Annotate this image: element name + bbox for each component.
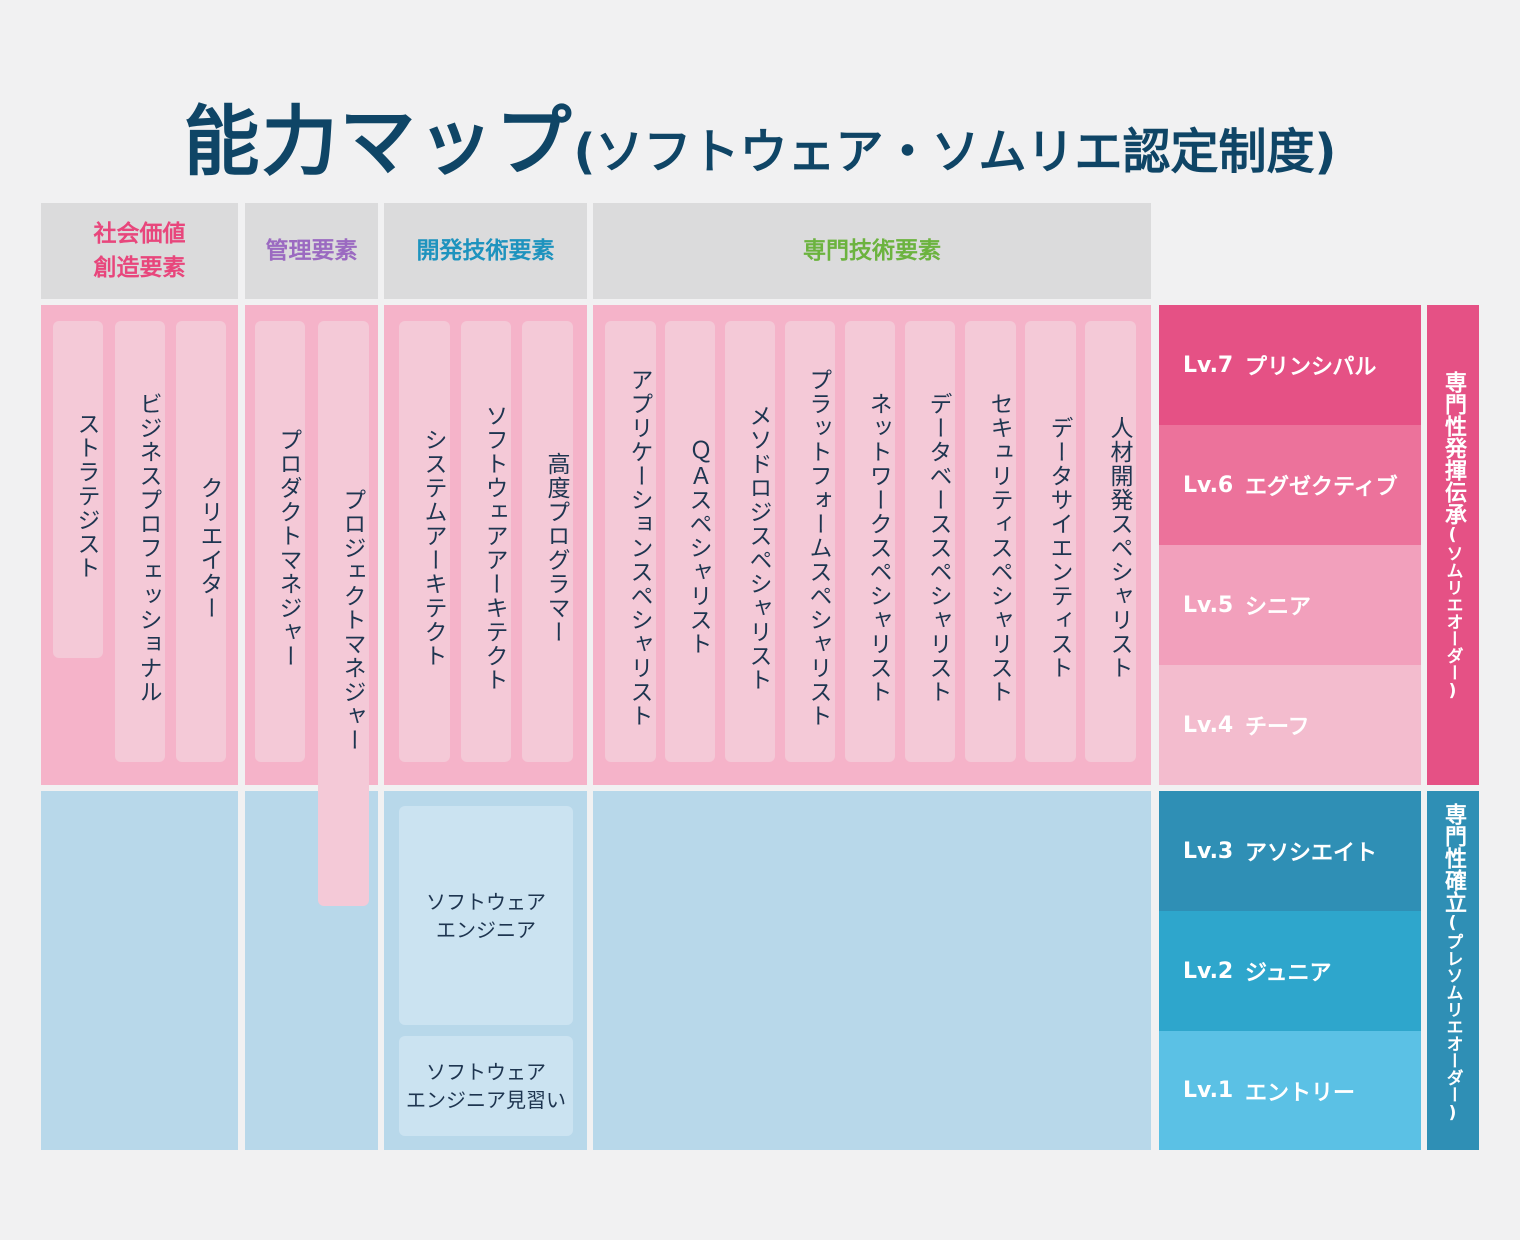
level-row-5: Lv.5 シニア [1159,545,1421,665]
level-row-2: Lv.2 ジュニア [1159,911,1421,1031]
role-card: システムアーキテクト [399,321,450,762]
role-card: 人材開発スペシャリスト [1085,321,1136,762]
group-label-upper: 専門性発揮伝承 (ソムリエオーダー) [1427,305,1479,785]
role-card: データベーススペシャリスト [905,321,955,762]
section-specialist-lower [593,791,1151,1150]
role-card: データサイエンティスト [1025,321,1076,762]
role-card: ネットワークスペシャリスト [845,321,895,762]
category-header-management: 管理要素 [245,203,378,299]
level-row-7: Lv.7 プリンシパル [1159,305,1421,425]
title-sub: (ソフトウェア・ソムリエ認定制度) [573,124,1337,180]
level-row-3: Lv.3 アソシエイト [1159,791,1421,911]
group-label-lower: 専門性確立 (プレソムリエオーダー) [1427,791,1479,1150]
section-social-lower [41,791,238,1150]
level-row-1: Lv.1 エントリー [1159,1031,1421,1150]
role-card: 高度プログラマー [522,321,573,762]
category-header-social: 社会価値 創造要素 [41,203,238,299]
role-card: クリエイター [176,321,226,762]
role-card: ソフトウェアアーキテクト [461,321,511,762]
role-card: ストラテジスト [53,321,103,658]
level-row-6: Lv.6 エグゼクティブ [1159,425,1421,545]
title-main: 能力マップ [183,97,574,186]
role-card: セキュリティスペシャリスト [965,321,1016,762]
role-card: ＱＡスペシャリスト [665,321,715,762]
role-card: アプリケーションスペシャリスト [605,321,656,762]
software-engineer-card: ソフトウェア エンジニア [399,806,573,1025]
role-card: プロジェクトマネジャー [318,321,369,906]
category-header-development: 開発技術要素 [384,203,587,299]
category-header-specialist: 専門技術要素 [593,203,1151,299]
level-row-4: Lv.4 チーフ [1159,665,1421,785]
page-title: 能力マップ(ソフトウェア・ソムリエ認定制度) [0,80,1520,190]
role-card: プロダクトマネジャー [255,321,305,762]
software-engineer-apprentice-card: ソフトウェア エンジニア見習い [399,1036,573,1136]
role-card: ビジネスプロフェッショナル [115,321,165,762]
role-card: プラットフォームスペシャリスト [785,321,835,762]
role-card: メソドロジスペシャリスト [725,321,775,762]
